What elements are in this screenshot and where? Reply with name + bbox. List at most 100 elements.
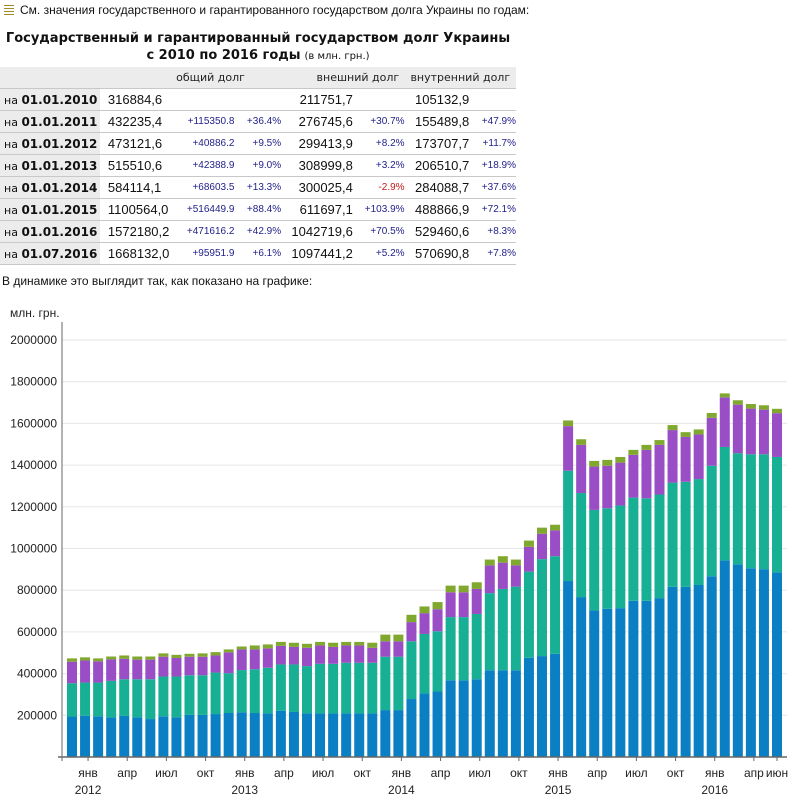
bar-segment-series-1 <box>406 699 417 757</box>
bar-segment-series-4 <box>458 585 469 593</box>
cell-total: 1100564,0 <box>99 198 174 221</box>
bar-segment-series-4 <box>745 404 756 409</box>
bar-segment-series-1 <box>132 717 143 757</box>
x-tick-label: окт <box>667 766 685 780</box>
bar-segment-series-2 <box>576 493 587 598</box>
cell-total-delta: +95951.9 <box>173 242 235 265</box>
cell-ext-pct: +3.2% <box>352 154 405 177</box>
bar-segment-series-1 <box>419 693 430 757</box>
bar-segment-series-2 <box>249 669 260 714</box>
bar-segment-series-4 <box>719 393 730 398</box>
row-date-value: 01.01.2014 <box>21 180 98 195</box>
bar-segment-series-2 <box>602 508 613 609</box>
bar-segment-series-2 <box>67 683 77 717</box>
cell-int: 155489,8 <box>404 110 470 133</box>
bar-segment-series-2 <box>615 505 626 609</box>
bar-segment-series-3 <box>223 652 234 674</box>
bar-segment-series-4 <box>93 658 104 662</box>
bar-segment-series-2 <box>367 662 378 714</box>
y-tick-label: 1800000 <box>10 375 57 389</box>
bar-segment-series-3 <box>236 649 247 671</box>
bar-segment-series-3 <box>67 661 77 684</box>
bar-segment-series-4 <box>380 634 391 642</box>
bar-segment-series-1 <box>275 710 286 757</box>
bar-segment-series-2 <box>550 556 561 654</box>
bar-segment-series-3 <box>745 408 756 455</box>
bar-segment-series-3 <box>106 659 117 681</box>
table-header-row: общий долг внешний долг внутренний долг <box>0 67 516 89</box>
bar-segment-series-3 <box>132 659 143 680</box>
row-date: на 01.01.2010 <box>0 88 100 111</box>
bar-segment-series-1 <box>80 715 91 757</box>
bar-segment-series-1 <box>772 572 782 757</box>
row-prefix: на <box>4 225 18 239</box>
bar-segment-series-1 <box>667 586 678 757</box>
bar-segment-series-1 <box>288 711 299 757</box>
cell-ext: 1097441,2 <box>281 242 353 265</box>
bar-segment-series-3 <box>497 562 508 589</box>
bar-segment-series-1 <box>680 586 691 757</box>
bar-segment-series-3 <box>758 409 769 455</box>
bar-segment-series-1 <box>119 715 130 757</box>
bar-segment-series-4 <box>302 643 312 648</box>
x-year-label: 2012 <box>75 783 102 797</box>
bar-segment-series-2 <box>171 676 182 718</box>
bar-segment-series-4 <box>236 646 247 650</box>
bar-segment-series-1 <box>602 608 613 757</box>
cell-total-delta: +516449.9 <box>173 198 235 221</box>
bar-segment-series-4 <box>758 405 769 410</box>
table-row: на 01.01.2010 316884,6 211751,7 105132,9 <box>0 88 516 111</box>
header-external: внешний долг <box>281 67 405 89</box>
bar-segment-series-4 <box>550 524 561 531</box>
bar-segment-series-3 <box>537 533 547 560</box>
intro-text: См. значения государственного и гарантир… <box>20 3 530 17</box>
cell-int-pct: +72.1% <box>469 198 516 221</box>
bar-segment-series-3 <box>145 659 156 680</box>
y-tick-label: 600000 <box>17 625 57 639</box>
x-tick-label: янв <box>705 766 725 780</box>
bar-segment-series-3 <box>628 454 639 498</box>
bar-segment-series-1 <box>158 716 169 757</box>
x-tick-label: июл <box>625 766 647 780</box>
bar-segment-series-2 <box>641 498 652 601</box>
row-date-value: 01.01.2010 <box>21 92 98 107</box>
bar-segment-series-1 <box>706 576 717 757</box>
bar-segment-series-3 <box>315 645 326 664</box>
row-prefix: на <box>4 137 18 151</box>
bar-segment-series-2 <box>563 470 574 582</box>
y-axis-label: млн. грн. <box>10 306 60 320</box>
x-tick-label: апр <box>587 766 607 780</box>
bar-segment-series-1 <box>145 719 156 757</box>
bar-segment-series-4 <box>667 425 678 431</box>
row-date-value: 01.01.2013 <box>21 158 98 173</box>
bar-segment-series-3 <box>471 588 482 614</box>
bar-segment-series-1 <box>197 714 208 757</box>
x-tick-label: янв <box>235 766 255 780</box>
cell-total-delta: +68603.5 <box>173 176 235 199</box>
bar-segment-series-2 <box>223 673 234 714</box>
bar-segment-series-3 <box>262 648 273 668</box>
bar-segment-series-1 <box>393 710 404 757</box>
bar-segment-series-2 <box>719 446 730 561</box>
bar-segment-series-4 <box>315 641 326 646</box>
cell-total-pct: +88.4% <box>234 198 282 221</box>
bar-segment-series-4 <box>654 440 665 445</box>
bar-segment-series-1 <box>719 560 730 757</box>
table-row: на 01.01.2014 584114,1 +68603.5 +13.3% 30002… <box>0 176 516 199</box>
cell-total-pct: +36.4% <box>234 110 282 133</box>
cell-total: 316884,6 <box>99 88 174 111</box>
y-tick-label: 1400000 <box>10 458 57 472</box>
bar-segment-series-4 <box>706 412 717 418</box>
bar-segment-series-4 <box>732 400 743 405</box>
bar-segment-series-3 <box>393 641 404 657</box>
bar-segment-series-3 <box>589 466 600 510</box>
bar-segment-series-2 <box>275 664 286 711</box>
cell-ext: 276745,6 <box>281 110 353 133</box>
bar-segment-series-4 <box>693 429 704 435</box>
bar-segment-series-3 <box>693 434 704 480</box>
cell-int: 488866,9 <box>404 198 470 221</box>
x-tick-label: июн <box>766 766 788 780</box>
bar-segment-series-1 <box>328 713 339 757</box>
bar-segment-series-1 <box>341 713 352 757</box>
row-date: на 01.07.2016 <box>0 242 100 265</box>
